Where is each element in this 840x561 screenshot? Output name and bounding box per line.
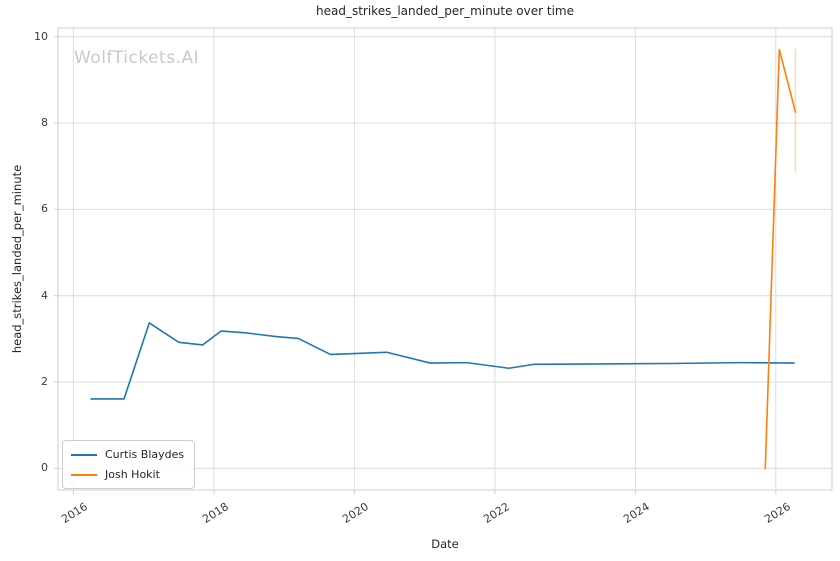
watermark: WolfTickets.AI — [74, 48, 200, 68]
legend-line-sample-josh-hokit — [71, 473, 97, 476]
legend-label: Curtis Blaydes — [105, 448, 185, 461]
chart-title: head_strikes_landed_per_minute over time — [315, 4, 574, 18]
legend: Curtis Blaydes Josh Hokit — [62, 440, 196, 489]
y-axis-label: head_strikes_landed_per_minute — [10, 164, 24, 354]
y-tick-label: 4 — [41, 288, 48, 302]
y-tick-label: 6 — [41, 202, 48, 216]
series-line-josh-hokit — [764, 48, 797, 470]
y-tick-label: 8 — [41, 115, 48, 129]
y-tick-label: 10 — [34, 29, 48, 43]
legend-line-sample-curtis-blaydes — [71, 453, 97, 456]
y-tick-label: 0 — [41, 461, 48, 475]
x-axis-label: Date — [431, 537, 459, 551]
series-line-curtis-blaydes — [90, 322, 795, 400]
y-tick-label: 2 — [41, 375, 48, 389]
plot-border — [57, 27, 833, 491]
legend-item: Josh Hokit — [71, 466, 184, 483]
legend-label: Josh Hokit — [105, 468, 160, 481]
legend-item: Curtis Blaydes — [71, 446, 184, 463]
